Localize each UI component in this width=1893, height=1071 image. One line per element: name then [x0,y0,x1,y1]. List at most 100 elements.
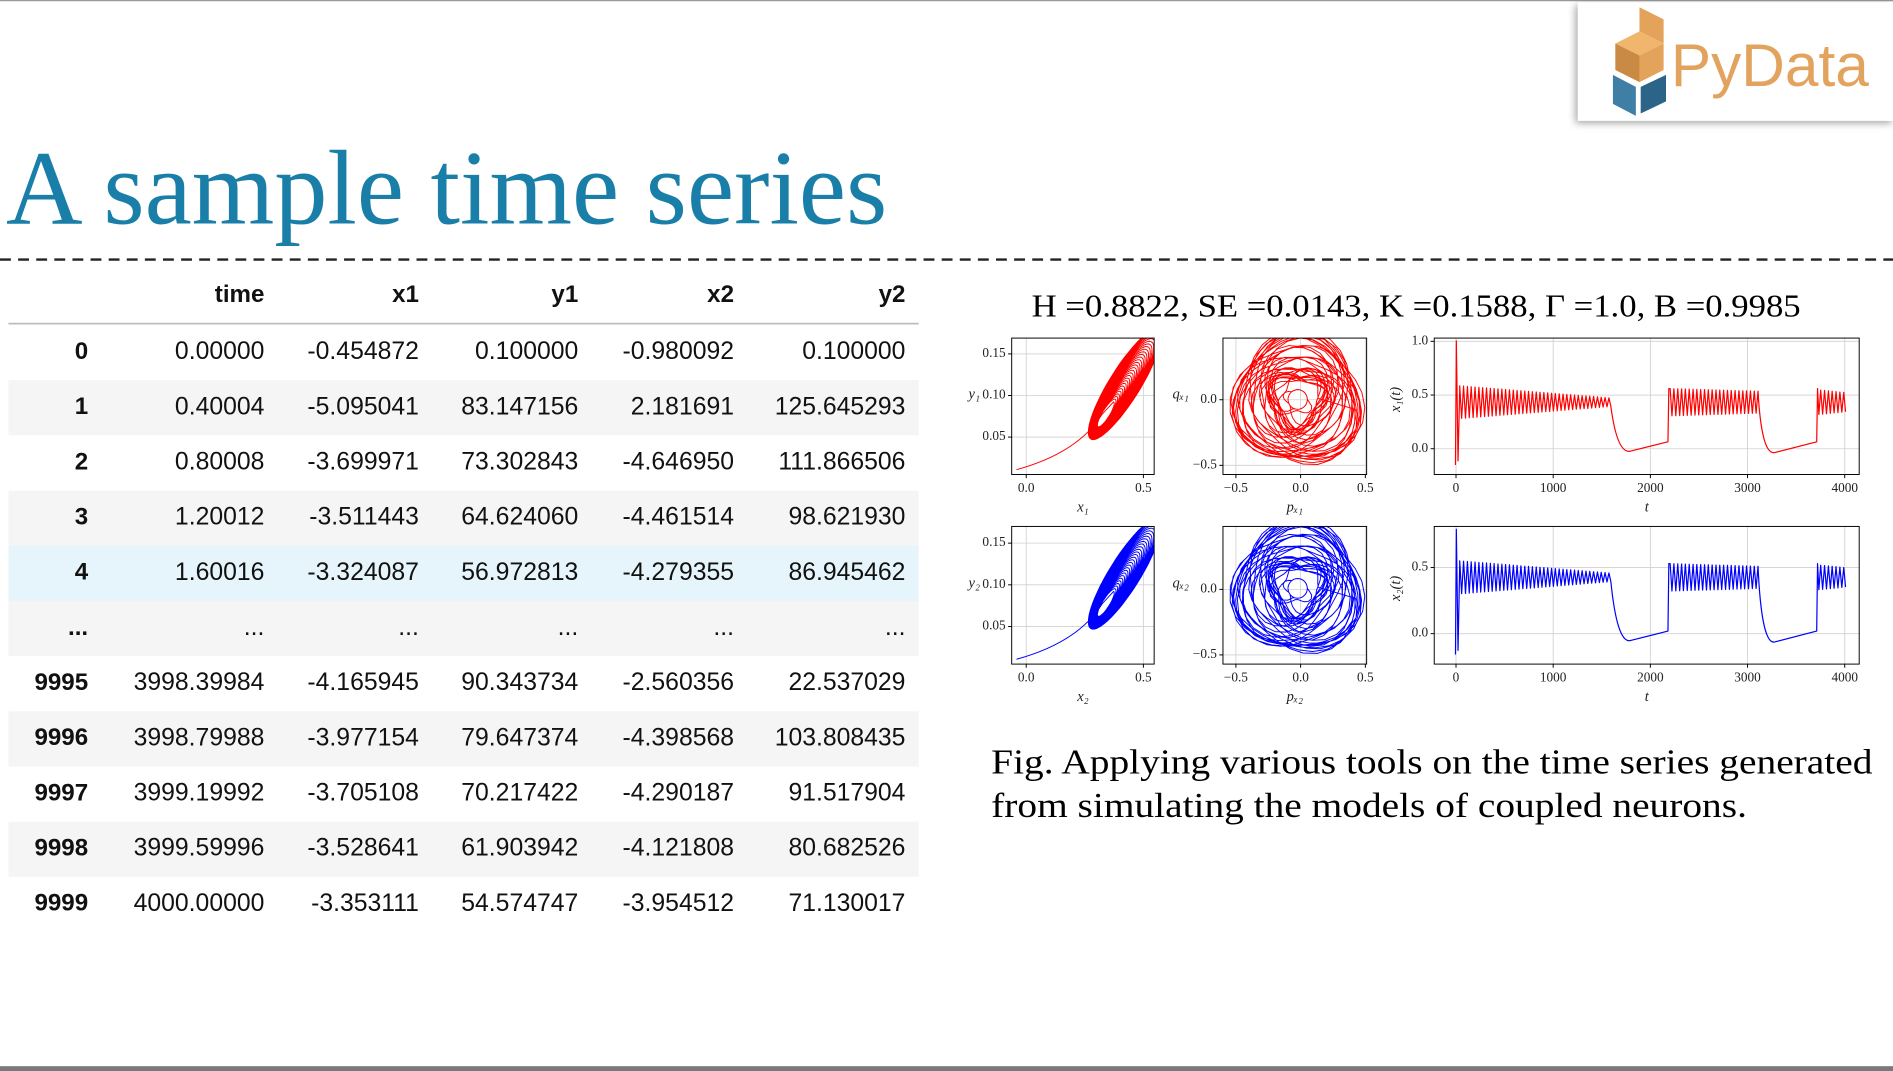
y-axis-label: x₁(t) [1388,387,1404,413]
x-tick-label: 0.5 [1135,480,1152,495]
cell: -4.279355 [623,559,734,586]
row-index: 2 [75,448,88,475]
row-background [8,711,919,767]
row-index: 9998 [34,835,88,862]
cell: ... [713,614,734,641]
cell: 0.40004 [175,393,265,420]
cell: 91.517904 [788,780,905,807]
x-tick-label: 0.0 [1292,480,1309,495]
cell: 98.621930 [788,504,905,531]
x-tick-label: 2000 [1637,480,1664,495]
figure: H =0.8822, SE =0.0143, K =0.1588, Γ =1.0… [967,288,1873,825]
cell: -3.528641 [307,835,418,862]
plot-area [1016,338,1155,471]
cell: 86.945462 [788,559,905,586]
row-background [8,821,919,877]
subplot: 0 1000 2000 3000 4000 0.0 0.5 1.0 t x₁(t) [1388,332,1860,516]
cell: 0.80008 [175,448,264,475]
x-tick-label: 0.0 [1018,480,1035,495]
cell: 54.574747 [461,890,578,917]
x-tick-label: 0.5 [1135,670,1152,685]
cell: 0.100000 [802,338,905,365]
plot-area [1229,526,1366,654]
x-axis-label: pₓ₂ [1286,689,1303,705]
cell: ... [558,614,579,641]
cell: -3.705108 [307,780,418,807]
cell: -3.353111 [311,890,419,917]
y-tick-label: 0.10 [982,576,1006,591]
cell: -3.954512 [623,890,734,917]
table: time x1 y1 x2 y2 0 0.00000 -0.454872 0.100000 -0.… [8,281,919,917]
x-axis-label: t [1645,689,1650,705]
y-axis-label: y₁ [967,387,980,403]
x-axis-label: t [1645,500,1650,516]
y-axis-label: y₂ [967,576,980,592]
column-header: y2 [879,281,906,308]
trajectory [1454,528,1847,655]
x-axis-label: x₂ [1076,689,1088,705]
x-tick-label: 0.0 [1292,670,1309,685]
slide-title: A sample time series [6,129,887,247]
cell: -3.324087 [307,559,418,586]
y-tick-label: 0.05 [982,618,1006,633]
row-index: ... [68,614,88,641]
cell: 64.624060 [461,504,578,531]
trajectory [1016,338,1155,471]
x-tick-label: 0 [1453,670,1460,685]
axes-frame [1222,337,1368,476]
column-header: y1 [551,281,578,308]
cell: -4.165945 [307,669,418,696]
plot-area [1454,528,1847,655]
cell: -0.454872 [307,338,418,365]
plot-area [1454,340,1847,465]
row-background [8,545,919,601]
cell: -3.977154 [307,724,419,751]
cell: 1.20012 [175,504,264,531]
subplot: −0.5 0.0 0.5 −0.5 0.0 pₓ₁ qₓ₁ [1173,337,1374,516]
row-index: 3 [75,503,88,530]
caption-line: from simulating the models of coupled ne… [991,786,1747,825]
x-tick-label: 0 [1453,480,1460,495]
plot-area [1016,526,1155,660]
x-tick-label: 1000 [1540,670,1567,685]
y-axis-label: qₓ₁ [1173,387,1189,403]
trajectory [1016,526,1155,660]
row-index: 0 [75,338,88,365]
cell: -4.646950 [623,448,734,475]
cell: 73.302843 [461,448,578,475]
y-tick-label: 0.0 [1200,391,1217,406]
y-tick-label: 0.0 [1412,625,1429,640]
logo-cube [1612,74,1636,116]
x-tick-label: −0.5 [1224,480,1248,495]
y-tick-label: 0.05 [982,428,1006,443]
cell: -2.560356 [623,669,734,696]
axes-frame [1222,525,1368,665]
y-tick-label: 0.15 [982,345,1006,360]
bottom-border [0,1066,1893,1071]
cell: ... [244,614,265,641]
cell: 83.147156 [461,393,578,420]
x-tick-label: 2000 [1637,670,1664,685]
cell: 70.217422 [461,780,578,807]
logo-cube [1639,7,1664,44]
subplot: 0 1000 2000 3000 4000 0.0 0.5 t x₂(t) [1388,525,1860,705]
column-header: time [215,281,265,308]
y-tick-label: 0.10 [982,387,1006,402]
cell: 71.130017 [788,890,905,917]
cell: 3998.79988 [134,724,265,751]
x-tick-label: −0.5 [1224,670,1248,685]
axes-frame [1011,337,1155,476]
row-background [8,490,919,546]
row-background [8,380,919,436]
cell: 79.647374 [461,724,578,751]
caption-line: Fig. Applying various tools on the time … [991,743,1873,782]
cell: -3.511443 [309,504,419,531]
cell: 61.903942 [461,835,578,862]
cell: 3999.59996 [134,835,265,862]
cell: -0.980092 [623,338,734,365]
cell: 3998.39984 [134,669,265,696]
cell: 22.537029 [788,669,905,696]
x-tick-label: 1000 [1540,480,1567,495]
x-tick-label: 0.5 [1357,480,1374,495]
